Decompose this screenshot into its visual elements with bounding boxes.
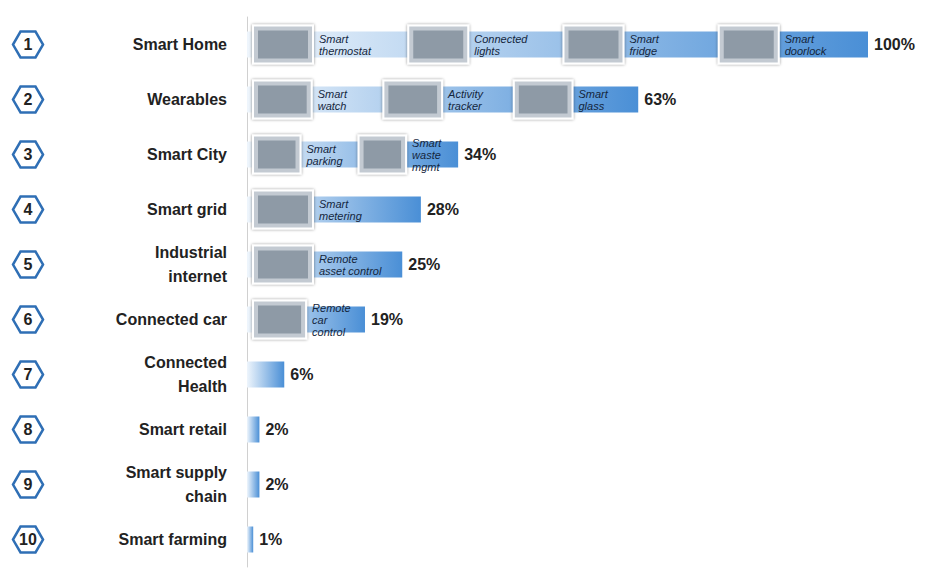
svg-text:metering: metering	[319, 210, 363, 222]
svg-text:100%: 100%	[874, 36, 915, 53]
svg-text:Activity: Activity	[447, 88, 484, 100]
svg-text:Smart City: Smart City	[147, 146, 227, 163]
svg-text:9: 9	[24, 476, 33, 493]
svg-text:Smart: Smart	[785, 33, 815, 45]
svg-text:19%: 19%	[371, 311, 403, 328]
svg-text:Smart: Smart	[307, 143, 337, 155]
svg-text:Health: Health	[178, 378, 227, 395]
svg-text:1%: 1%	[259, 531, 282, 548]
svg-text:Smart: Smart	[630, 33, 660, 45]
svg-text:Smart supply: Smart supply	[126, 464, 227, 481]
svg-text:control: control	[312, 326, 346, 338]
svg-text:Wearables: Wearables	[147, 91, 227, 108]
svg-text:10: 10	[19, 531, 37, 548]
svg-text:doorlock: doorlock	[785, 45, 827, 57]
svg-text:Smart: Smart	[319, 198, 349, 210]
svg-text:63%: 63%	[644, 91, 676, 108]
svg-text:chain: chain	[185, 488, 227, 505]
svg-text:8: 8	[24, 421, 33, 438]
svg-text:7: 7	[24, 366, 33, 383]
svg-text:1: 1	[24, 36, 33, 53]
svg-text:6: 6	[24, 311, 33, 328]
svg-text:mgmt: mgmt	[412, 161, 440, 173]
svg-text:25%: 25%	[408, 256, 440, 273]
svg-text:5: 5	[24, 256, 33, 273]
svg-text:Industrial: Industrial	[155, 244, 227, 261]
svg-text:6%: 6%	[290, 366, 313, 383]
svg-text:Remote: Remote	[312, 302, 351, 314]
svg-text:Smart: Smart	[319, 33, 349, 45]
svg-text:glass: glass	[579, 100, 605, 112]
svg-text:Smart: Smart	[318, 88, 348, 100]
svg-text:internet: internet	[168, 268, 227, 285]
svg-text:Smart Home: Smart Home	[133, 36, 227, 53]
svg-text:Smart: Smart	[412, 137, 442, 149]
svg-text:2%: 2%	[265, 476, 288, 493]
svg-text:Connected: Connected	[474, 33, 528, 45]
svg-text:watch: watch	[318, 100, 347, 112]
svg-text:34%: 34%	[464, 146, 496, 163]
svg-text:2: 2	[24, 91, 33, 108]
svg-text:3: 3	[24, 146, 33, 163]
svg-text:fridge: fridge	[630, 45, 658, 57]
svg-text:car: car	[312, 314, 329, 326]
svg-text:Connected: Connected	[144, 354, 227, 371]
svg-text:2%: 2%	[265, 421, 288, 438]
svg-text:Remote: Remote	[319, 253, 358, 265]
svg-text:Smart farming: Smart farming	[119, 531, 227, 548]
svg-text:thermostat: thermostat	[319, 45, 372, 57]
svg-text:28%: 28%	[427, 201, 459, 218]
svg-text:Connected car: Connected car	[116, 311, 227, 328]
svg-text:tracker: tracker	[448, 100, 483, 112]
svg-text:4: 4	[24, 201, 33, 218]
svg-text:asset control: asset control	[319, 265, 382, 277]
svg-text:Smart retail: Smart retail	[139, 421, 227, 438]
svg-text:Smart: Smart	[579, 88, 609, 100]
svg-text:parking: parking	[306, 155, 344, 167]
svg-text:waste: waste	[412, 149, 441, 161]
svg-text:lights: lights	[474, 45, 500, 57]
svg-text:Smart grid: Smart grid	[147, 201, 227, 218]
